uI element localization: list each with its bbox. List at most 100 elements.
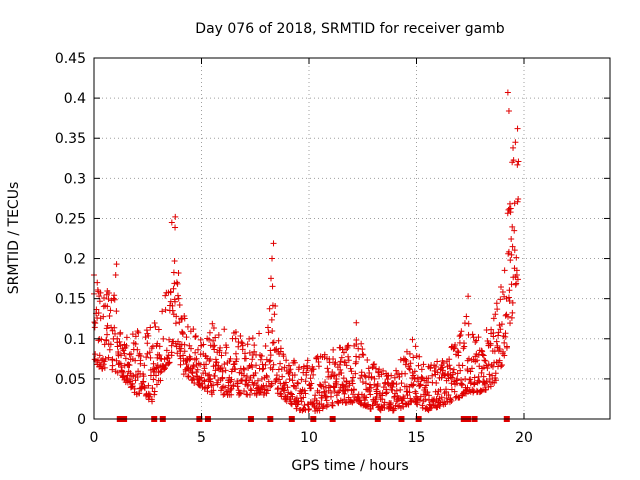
data-point bbox=[279, 373, 286, 380]
data-point bbox=[320, 402, 327, 409]
data-point bbox=[433, 379, 440, 386]
data-point bbox=[504, 89, 511, 96]
data-point bbox=[187, 355, 194, 362]
data-point bbox=[258, 375, 265, 382]
data-point bbox=[373, 388, 380, 395]
data-point bbox=[410, 381, 417, 388]
data-point bbox=[362, 380, 369, 387]
data-point bbox=[370, 361, 377, 368]
data-point bbox=[471, 374, 478, 381]
data-point bbox=[321, 389, 328, 396]
data-point bbox=[161, 366, 168, 373]
data-point bbox=[488, 326, 495, 333]
data-point bbox=[358, 340, 365, 347]
data-point bbox=[471, 380, 478, 387]
data-point bbox=[512, 139, 519, 146]
data-point bbox=[174, 292, 181, 299]
data-point bbox=[264, 387, 271, 394]
data-point bbox=[121, 362, 128, 369]
data-point bbox=[417, 393, 424, 400]
data-point bbox=[278, 391, 285, 398]
data-point bbox=[97, 289, 104, 296]
data-point bbox=[452, 342, 459, 349]
data-point bbox=[289, 393, 296, 400]
data-point bbox=[514, 198, 521, 205]
data-point bbox=[280, 386, 287, 393]
data-point bbox=[237, 390, 244, 397]
data-point bbox=[192, 333, 199, 340]
data-point bbox=[340, 349, 347, 356]
data-point bbox=[455, 352, 462, 359]
data-point bbox=[168, 349, 175, 356]
data-point bbox=[505, 248, 512, 255]
data-point bbox=[104, 322, 111, 329]
data-point bbox=[92, 351, 99, 358]
data-point bbox=[164, 355, 171, 362]
data-point bbox=[105, 296, 112, 303]
data-point bbox=[246, 349, 253, 356]
data-point bbox=[170, 285, 177, 292]
data-point bbox=[429, 372, 436, 379]
data-point bbox=[316, 389, 323, 396]
data-point bbox=[244, 341, 251, 348]
data-point bbox=[272, 303, 279, 310]
data-point bbox=[345, 342, 352, 349]
data-point bbox=[324, 365, 331, 372]
data-point bbox=[337, 358, 344, 365]
data-point bbox=[131, 385, 138, 392]
data-point bbox=[149, 385, 156, 392]
data-point bbox=[492, 370, 499, 377]
data-point bbox=[235, 343, 242, 350]
data-point bbox=[106, 346, 113, 353]
data-point bbox=[353, 358, 360, 365]
data-point bbox=[122, 355, 129, 362]
data-point bbox=[287, 390, 294, 397]
data-point bbox=[141, 385, 148, 392]
data-point bbox=[217, 365, 224, 372]
data-point bbox=[184, 323, 191, 330]
data-point bbox=[206, 329, 213, 336]
data-point bbox=[330, 346, 337, 353]
data-point bbox=[201, 378, 208, 385]
data-point bbox=[118, 352, 125, 359]
data-point bbox=[312, 392, 319, 399]
data-point bbox=[179, 331, 186, 338]
x-tick-label: 10 bbox=[300, 430, 318, 446]
data-point bbox=[258, 353, 265, 360]
data-point bbox=[156, 352, 163, 359]
data-point bbox=[492, 377, 499, 384]
y-tick-label: 0.45 bbox=[55, 51, 86, 67]
data-point bbox=[150, 360, 157, 367]
data-point bbox=[271, 311, 278, 318]
data-point bbox=[487, 342, 494, 349]
data-point bbox=[407, 360, 414, 367]
data-point bbox=[148, 396, 155, 403]
data-point bbox=[329, 369, 336, 376]
data-point bbox=[333, 381, 340, 388]
data-point bbox=[502, 330, 509, 337]
data-point bbox=[493, 338, 500, 345]
data-point bbox=[335, 389, 342, 396]
data-point bbox=[195, 360, 202, 367]
data-point bbox=[230, 382, 237, 389]
data-point bbox=[499, 289, 506, 296]
data-point bbox=[111, 296, 118, 303]
data-point bbox=[270, 240, 277, 247]
data-point bbox=[232, 350, 239, 357]
data-point bbox=[406, 366, 413, 373]
data-point bbox=[408, 397, 415, 404]
data-point bbox=[262, 342, 269, 349]
data-point bbox=[252, 370, 259, 377]
data-point bbox=[411, 368, 418, 375]
data-point bbox=[343, 362, 350, 369]
data-point bbox=[496, 357, 503, 364]
data-point bbox=[146, 349, 153, 356]
data-point bbox=[449, 374, 456, 381]
data-point bbox=[267, 357, 274, 364]
data-point bbox=[233, 355, 240, 362]
chart-title: Day 076 of 2018, SRMTID for receiver gam… bbox=[195, 21, 505, 37]
data-point bbox=[495, 329, 502, 336]
data-point bbox=[402, 356, 409, 363]
grid bbox=[94, 58, 610, 419]
